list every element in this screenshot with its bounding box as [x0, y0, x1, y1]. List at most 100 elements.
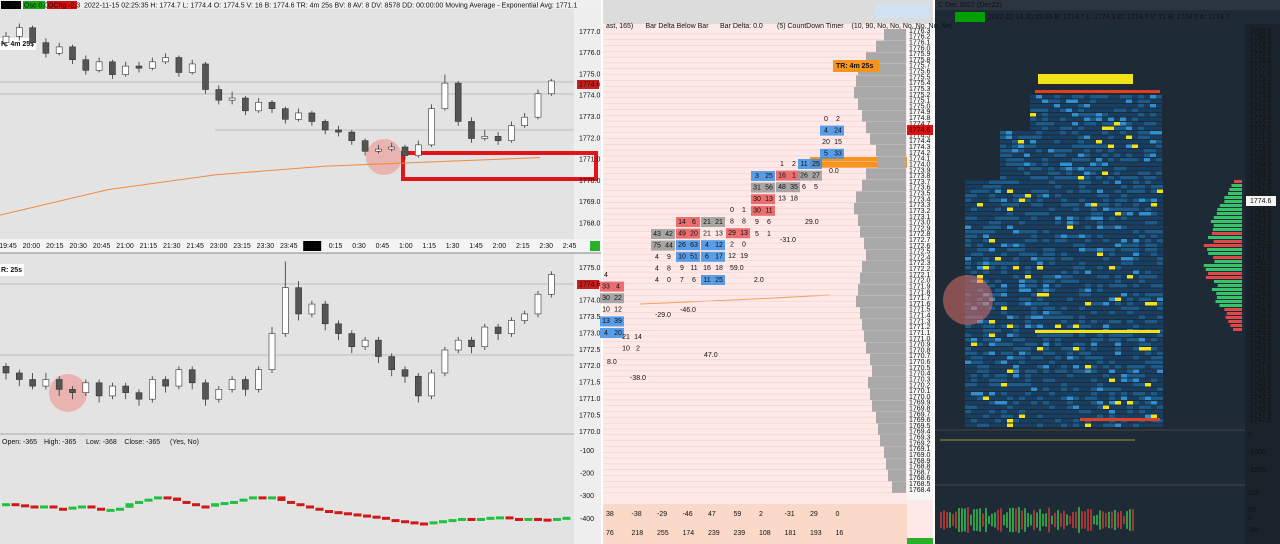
heat-cell — [1097, 207, 1103, 211]
y-tick-label: 1769.9 — [909, 400, 931, 407]
footprint-value: 20 — [614, 330, 622, 337]
heat-cell — [1025, 320, 1031, 324]
heat-cell — [1025, 248, 1031, 252]
heat-cell — [1157, 221, 1163, 225]
volume-bar — [994, 512, 996, 528]
footprint-value: 6 — [705, 254, 709, 261]
heat-cell — [1013, 234, 1019, 238]
footprint-value: 19 — [740, 253, 748, 260]
heat-cell — [1055, 288, 1061, 292]
indicator-bar — [325, 510, 333, 514]
heat-cell — [1114, 126, 1120, 130]
footprint-value: 4 — [655, 277, 659, 284]
heat-cell — [1018, 158, 1024, 162]
heat-cell — [1150, 176, 1156, 180]
volume-profile-bar — [862, 261, 906, 273]
volume-profile-bar — [888, 469, 906, 482]
heat-cell — [1049, 414, 1055, 418]
heat-cell — [1018, 149, 1024, 153]
heat-cell — [965, 180, 971, 184]
heat-cell — [1067, 230, 1073, 234]
heat-cell — [983, 221, 989, 225]
heat-cell — [1061, 221, 1067, 225]
heat-cell — [1156, 171, 1162, 175]
y-tick-label: -50 — [1248, 527, 1258, 534]
heat-cell — [1067, 383, 1073, 387]
heat-cell — [1025, 423, 1031, 427]
heat-cell — [1115, 239, 1121, 243]
y-tick-label: 50 — [1248, 507, 1256, 514]
heat-cell — [977, 198, 983, 202]
heat-cell — [1139, 410, 1145, 414]
heat-cell — [995, 315, 1001, 319]
heat-cell — [1157, 225, 1163, 229]
heat-cell — [1043, 365, 1049, 369]
heat-cell — [1115, 347, 1121, 351]
footprint-value: 13 — [602, 318, 610, 325]
heat-cell — [1049, 369, 1055, 373]
heat-cell — [977, 369, 983, 373]
heat-cell — [977, 189, 983, 193]
heat-cell — [1103, 338, 1109, 342]
heat-cell — [1103, 315, 1109, 319]
heat-cell — [1049, 194, 1055, 198]
heat-cell — [1120, 117, 1126, 121]
heat-cell — [1151, 374, 1157, 378]
heat-cell — [1115, 401, 1121, 405]
heat-cell — [1157, 185, 1163, 189]
heat-cell — [1031, 365, 1037, 369]
heat-cell — [1079, 383, 1085, 387]
heat-cell — [1055, 284, 1061, 288]
heat-cell — [1133, 387, 1139, 391]
heat-cell — [1043, 207, 1049, 211]
heat-cell — [1049, 203, 1055, 207]
heat-cell — [1151, 383, 1157, 387]
heat-cell — [971, 230, 977, 234]
heat-cell — [1115, 383, 1121, 387]
heat-cell — [1091, 284, 1097, 288]
heat-cell — [1025, 216, 1031, 220]
heat-cell — [1144, 149, 1150, 153]
footprint-cell — [751, 205, 775, 216]
heat-cell — [1025, 302, 1031, 306]
heat-cell — [1055, 374, 1061, 378]
timer: R: 25s — [1, 267, 22, 274]
heat-cell — [995, 356, 1001, 360]
heat-cell — [1151, 248, 1157, 252]
heat-cell — [1102, 104, 1108, 108]
heat-cell — [1042, 108, 1048, 112]
profile-bar — [1213, 280, 1242, 283]
heat-cell — [1061, 234, 1067, 238]
heat-cell — [995, 216, 1001, 220]
volume-profile-bar — [862, 319, 906, 331]
heat-cell — [1013, 405, 1019, 409]
heat-cell — [1061, 387, 1067, 391]
heat-cell — [1103, 369, 1109, 373]
heat-cell — [1060, 144, 1066, 148]
heat-cell — [1001, 275, 1007, 279]
heat-cell — [1127, 234, 1133, 238]
heat-cell — [1019, 266, 1025, 270]
heat-cell — [1037, 410, 1043, 414]
heat-cell — [971, 419, 977, 423]
heat-cell — [1121, 185, 1127, 189]
candle-body — [321, 303, 329, 325]
footprint-cell — [776, 182, 800, 193]
heat-cell — [1145, 275, 1151, 279]
volume-profile-bar — [878, 156, 906, 168]
heat-cell — [1061, 369, 1067, 373]
window-buttons[interactable] — [875, 4, 929, 18]
heat-cell — [1031, 203, 1037, 207]
heat-cell — [1138, 176, 1144, 180]
heat-cell — [1049, 225, 1055, 229]
heat-cell — [1055, 347, 1061, 351]
heat-cell — [1073, 234, 1079, 238]
heat-cell — [1109, 324, 1115, 328]
heat-cell — [1156, 162, 1162, 166]
heat-cell — [1115, 194, 1121, 198]
y-tick-label: 1771.0 — [909, 336, 931, 343]
heat-cell — [1067, 261, 1073, 265]
heat-cell — [1055, 257, 1061, 261]
heat-cell — [1138, 140, 1144, 144]
candle-body — [468, 339, 475, 348]
